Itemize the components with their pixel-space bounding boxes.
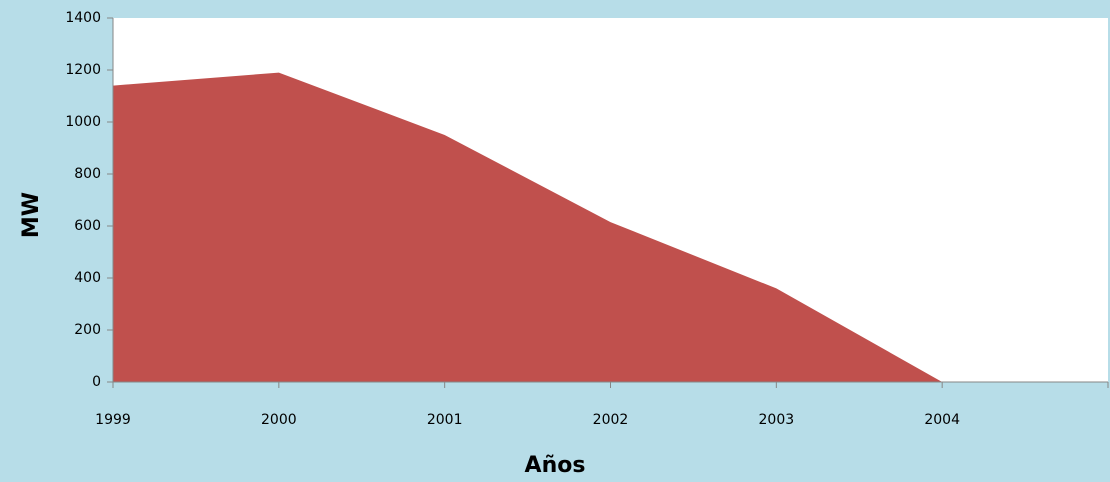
y-axis-label: MW — [19, 192, 44, 238]
x-tick-label: 2002 — [593, 412, 629, 428]
y-tick-label: 1400 — [65, 10, 101, 26]
x-tick-label: 2003 — [759, 412, 795, 428]
y-tick-label: 400 — [74, 270, 101, 286]
x-tick-label: 2000 — [261, 412, 297, 428]
y-tick-label: 800 — [74, 166, 101, 182]
x-axis-label: Años — [525, 453, 586, 478]
y-tick-label: 200 — [74, 322, 101, 338]
y-tick-label: 600 — [74, 218, 101, 234]
y-tick-label: 0 — [92, 374, 101, 390]
x-tick-label: 2004 — [924, 412, 960, 428]
area — [113, 72, 943, 382]
x-tick-label: 1999 — [95, 412, 131, 428]
y-tick-label: 1000 — [65, 114, 101, 130]
y-tick-label: 1200 — [65, 62, 101, 78]
x-tick-label: 2001 — [427, 412, 463, 428]
